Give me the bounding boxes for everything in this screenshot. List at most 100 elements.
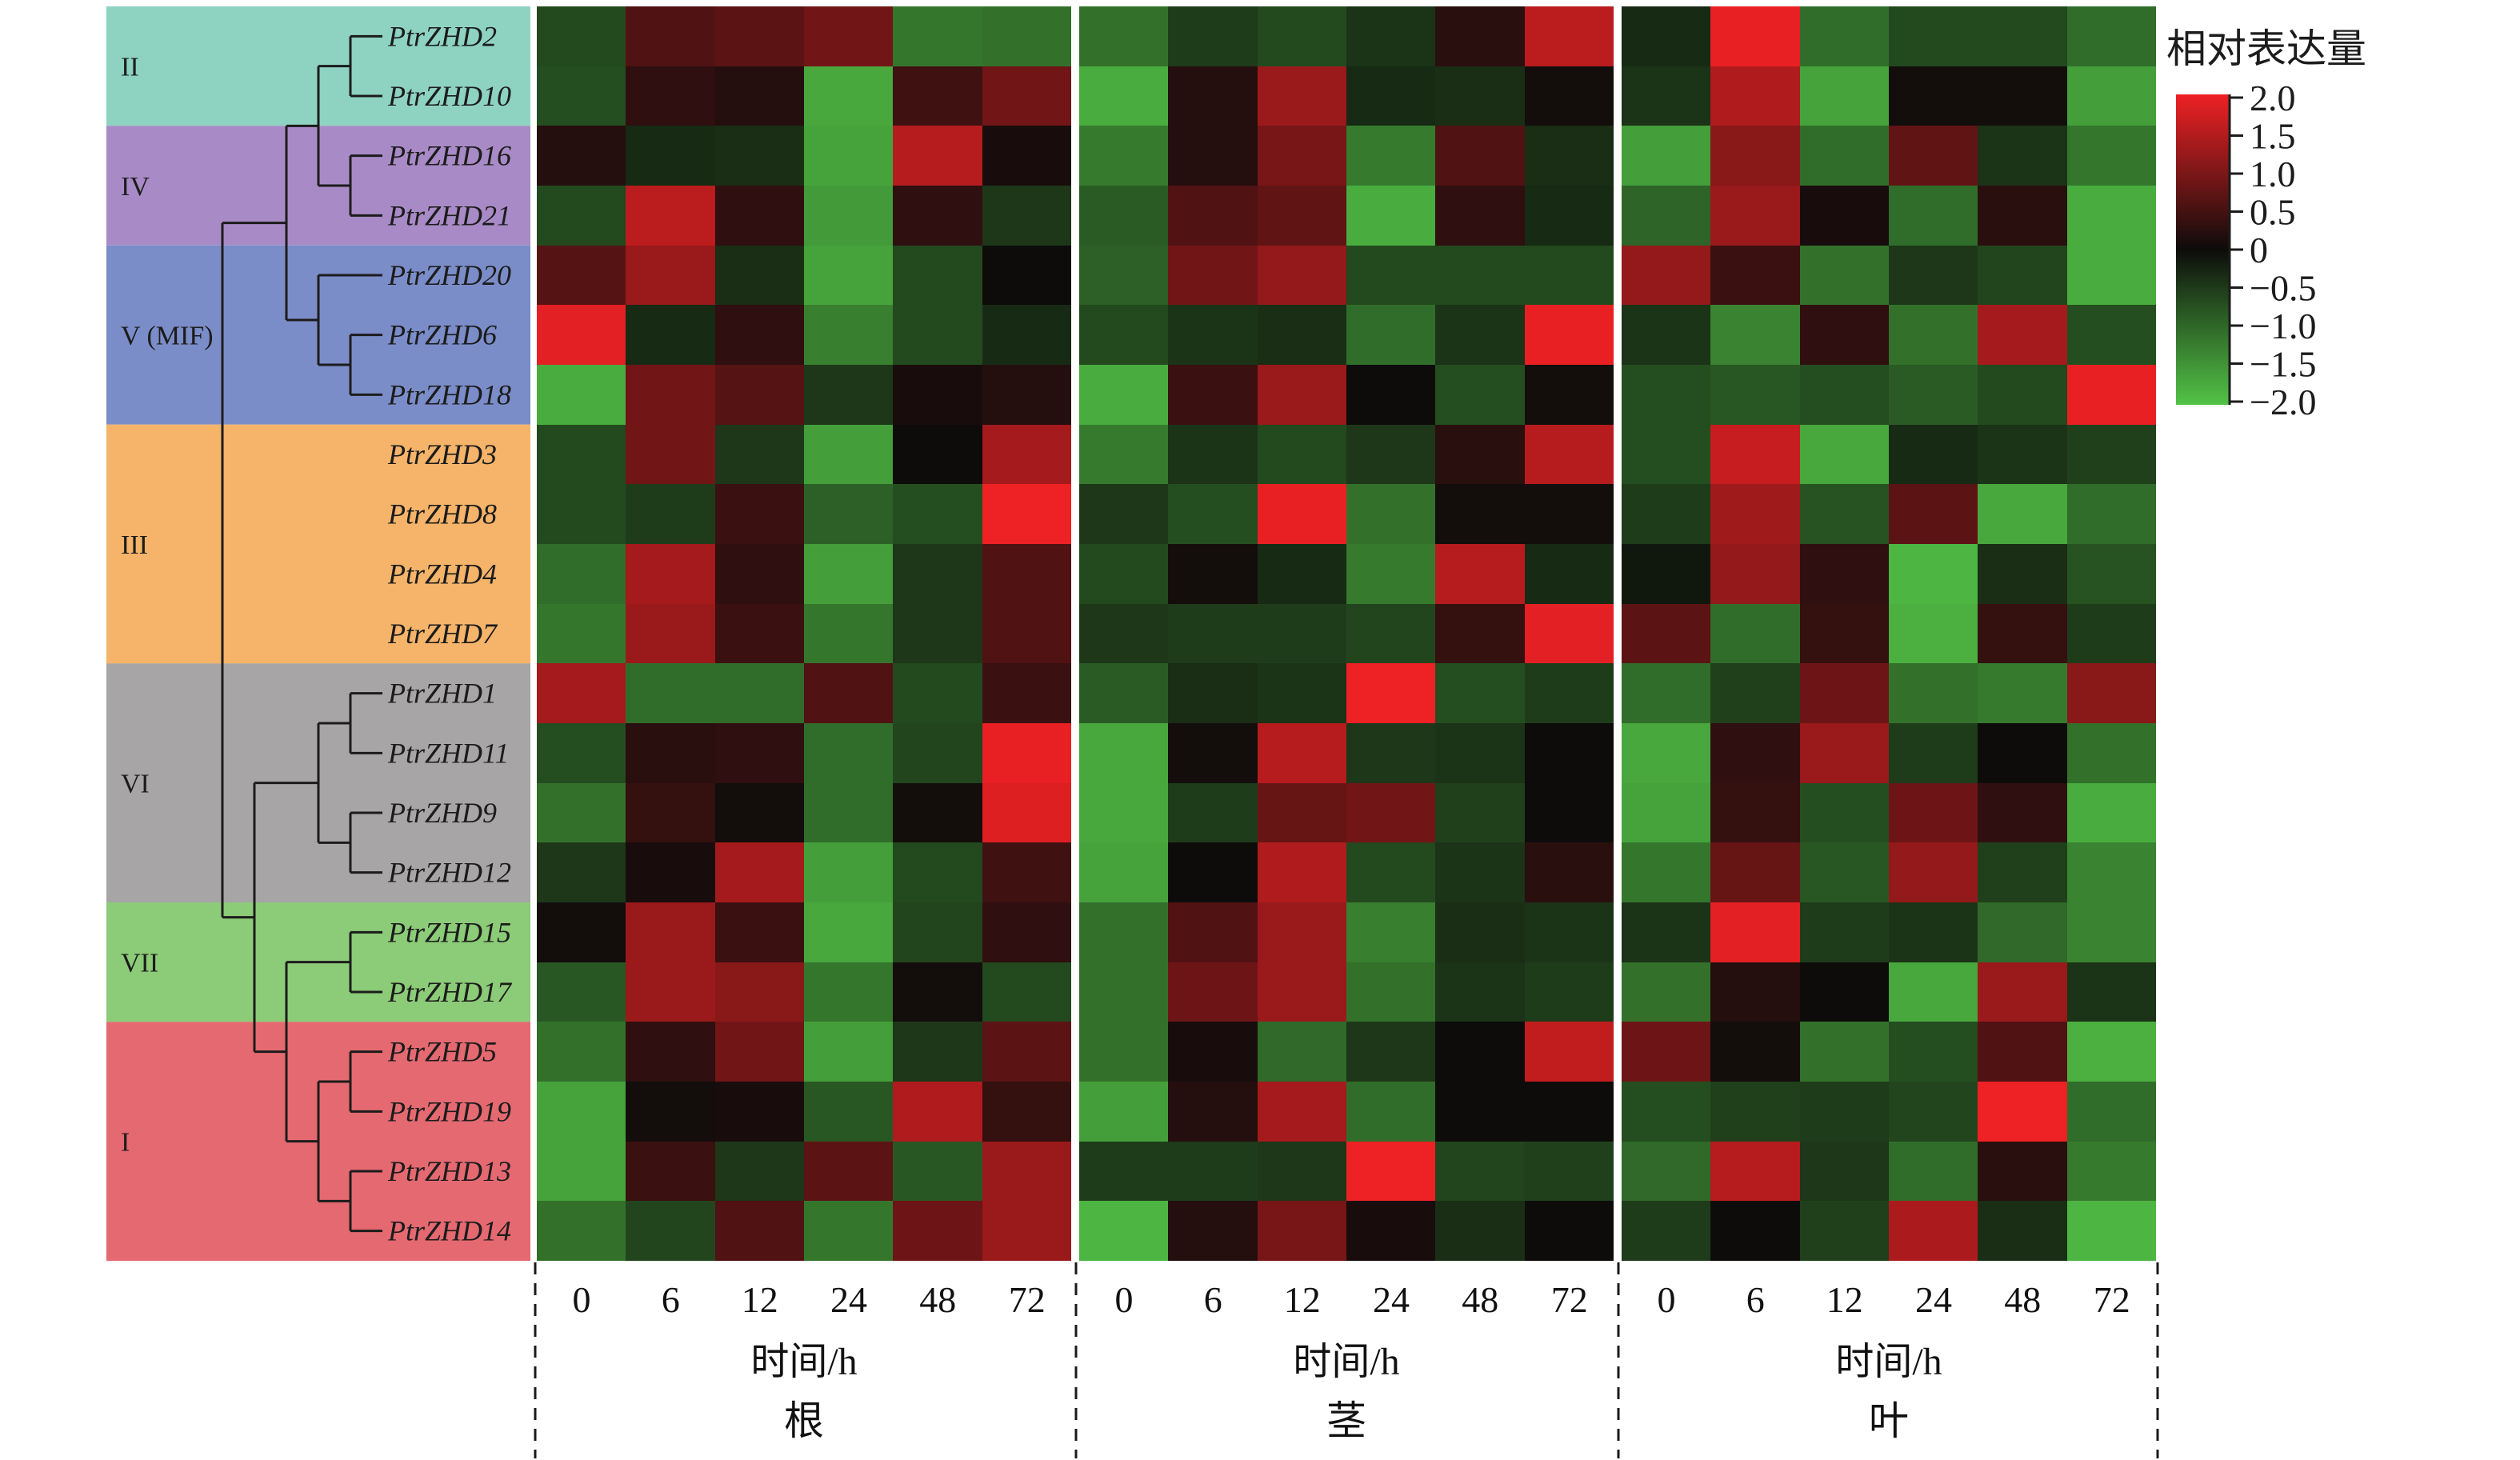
heatmap-cell (1168, 1081, 1258, 1142)
heatmap-cell (1346, 663, 1436, 723)
heatmap-cell (714, 424, 804, 485)
heatmap-cell (1079, 126, 1169, 186)
heatmap-cell (893, 543, 982, 604)
heatmap-cell (1889, 663, 1978, 723)
heatmap-cell (1710, 364, 1800, 425)
heatmap-cell (982, 1201, 1071, 1261)
organ-label-stem: 茎 (1326, 1398, 1366, 1443)
heatmap-cell (1524, 1201, 1614, 1261)
heatmap-cell (714, 962, 804, 1022)
legend-tick-label: 1.5 (2250, 116, 2296, 157)
time-tick-label: 24 (1373, 1279, 1410, 1320)
heatmap-cell (1346, 1141, 1436, 1202)
heatmap-cell (804, 424, 894, 485)
heatmap-cell (1168, 1201, 1258, 1261)
heatmap-cell (982, 185, 1071, 246)
heatmap-cell (537, 126, 626, 186)
heatmap-cell (537, 1201, 626, 1261)
heatmap-cell (893, 185, 982, 246)
heatmap-cell (1978, 722, 2067, 783)
heatmap-cell (1889, 1081, 1978, 1142)
heatmap-cell (893, 842, 982, 902)
heatmap-cell (893, 66, 982, 126)
heatmap-cell (2066, 1201, 2156, 1261)
heatmap-cell (1168, 185, 1258, 246)
heatmap-cell (1168, 484, 1258, 544)
heatmap-cell (1978, 1022, 2067, 1082)
heatmap-cell (804, 66, 894, 126)
heatmap-cell (1346, 364, 1436, 425)
heatmap-cell (1257, 424, 1346, 485)
gene-label: PtrZHD2 (387, 20, 497, 52)
heatmap-cell (1346, 902, 1436, 962)
heatmap-cell (1710, 1201, 1800, 1261)
heatmap-cell (804, 722, 894, 783)
heatmap-cell (1346, 66, 1436, 126)
heatmap-panel-leaf (1622, 6, 2156, 1261)
heatmap-cell (626, 1141, 715, 1202)
heatmap-cell (537, 962, 626, 1022)
heatmap-cell (1622, 126, 1711, 186)
panel-axis-stem: 0 6 12 24 48 72 时间/h 茎 (1079, 1261, 1614, 1460)
heatmap-cell (714, 6, 804, 66)
heatmap-cell (2066, 1141, 2156, 1202)
heatmap-cell (1889, 126, 1978, 186)
time-tick-label: 72 (1008, 1279, 1046, 1320)
heatmap-cell (982, 1022, 1071, 1082)
time-tick-label: 48 (2004, 1279, 2042, 1320)
heatmap-cell (1346, 543, 1436, 604)
heatmap-cell (1978, 543, 2067, 604)
heatmap-cell (1257, 722, 1346, 783)
heatmap-cell (626, 842, 715, 902)
heatmap-cell (1524, 126, 1614, 186)
heatmap-cell (804, 245, 894, 306)
heatmap-cell (1079, 364, 1169, 425)
heatmap-cell (1799, 66, 1889, 126)
heatmap-cell (1435, 722, 1525, 783)
heatmap-cell (1079, 1141, 1169, 1202)
heatmap-cell (804, 364, 894, 425)
heatmap-cell (714, 543, 804, 604)
heatmap-cell (1978, 6, 2067, 66)
heatmap-cell (1524, 722, 1614, 783)
heatmap-cell (804, 663, 894, 723)
heatmap-cell (1168, 1022, 1258, 1082)
heatmap-cell (626, 66, 715, 126)
heatmap-cell (1168, 364, 1258, 425)
heatmap-cell (537, 1081, 626, 1142)
heatmap-cell (1524, 782, 1614, 843)
heatmap-cell (1168, 543, 1258, 604)
heatmap-cell (893, 663, 982, 723)
heatmap-cell (1799, 6, 1889, 66)
heatmap-cell (1079, 962, 1169, 1022)
heatmap-cell (1079, 1022, 1169, 1082)
heatmap-cell (714, 1201, 804, 1261)
heatmap-cell (1799, 1141, 1889, 1202)
heatmap-cell (1346, 126, 1436, 186)
heatmap-cell (626, 185, 715, 246)
heatmap-cell (1710, 245, 1800, 306)
time-tick-label: 24 (1915, 1279, 1952, 1320)
heatmap-cell (537, 1141, 626, 1202)
heatmap-cell (1978, 1141, 2067, 1202)
heatmap-cell (1079, 6, 1169, 66)
heatmap-cell (1622, 1201, 1711, 1261)
heatmap-cell (1889, 185, 1978, 246)
heatmap-cell (1710, 1081, 1800, 1142)
heatmap-cell (1168, 663, 1258, 723)
heatmap-cell (1524, 484, 1614, 544)
heatmap-cell (982, 245, 1071, 306)
heatmap-cell (982, 842, 1071, 902)
heatmap-cell (1524, 66, 1614, 126)
heatmap-cell (982, 962, 1071, 1022)
heatmap-cell (1435, 663, 1525, 723)
heatmap-cell (804, 603, 894, 664)
heatmap-cell (1079, 484, 1169, 544)
heatmap-cell (1346, 722, 1436, 783)
heatmap-cell (1524, 305, 1614, 365)
heatmap-cell (1978, 902, 2067, 962)
heatmap-cell (982, 424, 1071, 485)
heatmap-cell (804, 543, 894, 604)
heatmap-cell (804, 126, 894, 186)
heatmap-cell (537, 902, 626, 962)
